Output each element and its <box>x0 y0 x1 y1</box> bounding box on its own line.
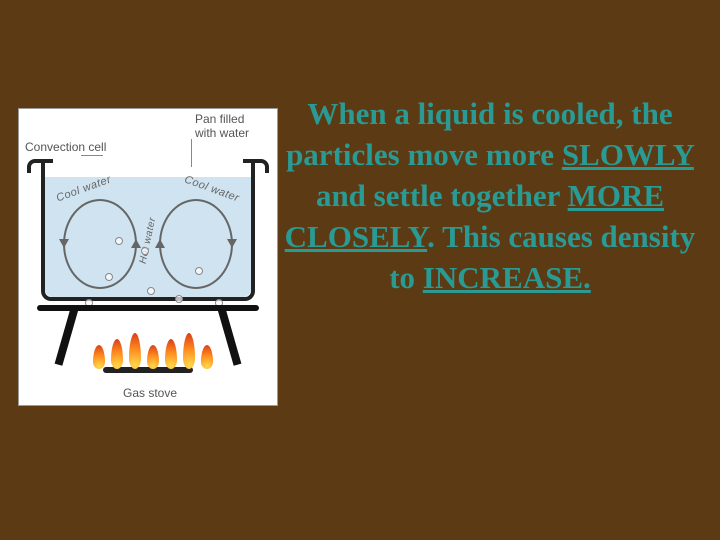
convection-loop-left <box>63 199 137 289</box>
flame-icon <box>183 333 195 369</box>
arrow-down-icon <box>227 239 237 248</box>
diagram-inner: Convection cell Pan filled with water Co… <box>19 109 277 405</box>
arrow-up-icon <box>155 239 165 248</box>
text-segment: and settle together <box>316 178 568 213</box>
label-pan-filled-with-water: Pan filled with water <box>195 113 249 141</box>
flame-icon <box>111 339 123 369</box>
convection-diagram: Convection cell Pan filled with water Co… <box>18 108 278 406</box>
flame-icon <box>201 345 213 369</box>
flames <box>19 319 277 369</box>
arrow-down-icon <box>59 239 69 248</box>
label-gas-stove: Gas stove <box>123 387 177 401</box>
bubble-icon <box>175 295 183 303</box>
label-pan-line1: Pan filled <box>195 112 244 126</box>
slide-body-text: When a liquid is cooled, the particles m… <box>280 94 700 299</box>
convection-loop-right <box>159 199 233 289</box>
bubble-icon <box>115 237 123 245</box>
bubble-icon <box>105 273 113 281</box>
keyword-slowly: SLOWLY <box>562 137 694 172</box>
water: Cool water Cool water Hot water <box>45 177 251 297</box>
label-convection-cell: Convection cell <box>25 141 106 155</box>
bubble-icon <box>141 247 149 255</box>
flame-icon <box>129 333 141 369</box>
bubble-icon <box>195 267 203 275</box>
leader-line <box>81 155 103 156</box>
flame-icon <box>165 339 177 369</box>
flame-icon <box>147 345 159 369</box>
arrow-up-icon <box>131 239 141 248</box>
flame-icon <box>93 345 105 369</box>
slide: Convection cell Pan filled with water Co… <box>0 0 720 540</box>
label-pan-line2: with water <box>195 126 249 140</box>
pan: Cool water Cool water Hot water <box>41 163 255 301</box>
keyword-increase: INCREASE. <box>423 260 591 295</box>
bubble-icon <box>147 287 155 295</box>
